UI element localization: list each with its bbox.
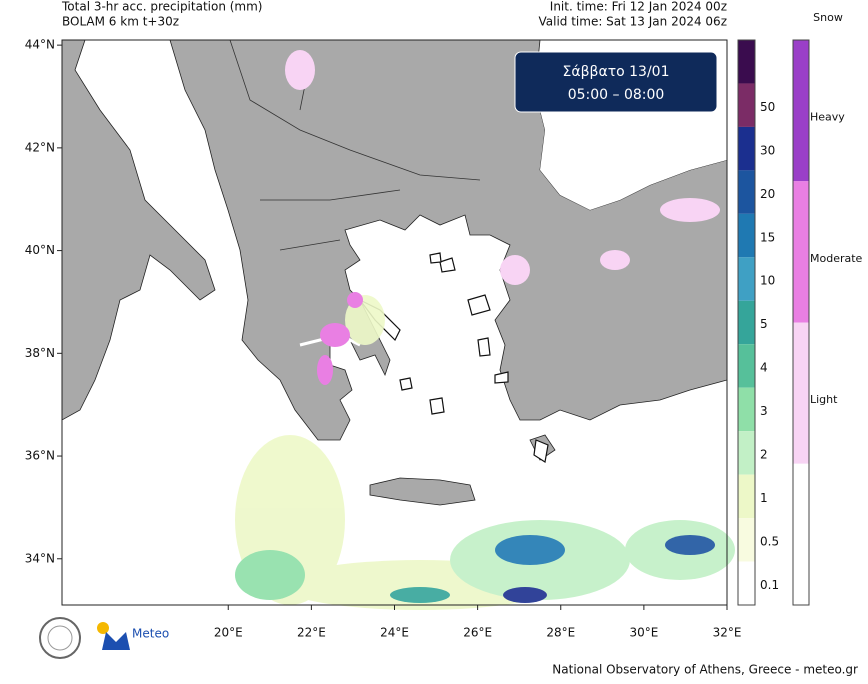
lon-label: 32°E [713,626,742,640]
lon-label: 20°E [214,626,243,640]
colorbar-label: 20 [760,187,775,201]
lon-label: 28°E [546,626,575,640]
lesbos [467,294,491,316]
rhodes [533,439,549,463]
cyclades [399,377,413,391]
colorbar-frame [737,39,756,606]
snow-label: Moderate [810,252,863,265]
snow-label: Heavy [810,111,845,124]
lat-label: 42°N [25,140,55,154]
time-box [514,51,718,113]
colorbar-label: 0.5 [760,534,779,548]
precip-area [235,550,305,600]
precip-area [390,587,450,603]
precipitation [235,295,735,610]
lat-label: 44°N [25,38,55,52]
colorbar-label: 30 [760,143,775,157]
colorbar-top [738,40,755,84]
borders [229,39,481,251]
snow-area [500,255,530,285]
precip-area [495,535,565,565]
lon-label: 24°E [380,626,409,640]
snow-area [600,250,630,270]
lat-label: 38°N [25,346,55,360]
lat-label: 40°N [25,243,55,257]
snow-area [285,50,315,90]
snow-swatch [793,322,809,464]
colorbar-label: 0.1 [760,578,779,592]
colorbar-swatch [738,170,755,214]
credit: National Observatory of Athens, Greece -… [552,663,858,677]
lat-label: 34°N [25,551,55,565]
colorbar-swatch [738,518,755,562]
snow-label: Light [810,393,838,406]
meteo-logo-text: Meteo [132,627,169,641]
colorbar-label: 5 [760,317,768,331]
colorbar-swatch [738,344,755,388]
lon-label: 30°E [629,626,658,640]
colorbar-swatch [738,300,755,345]
precip-area [665,535,715,555]
lon-label: 26°E [463,626,492,640]
colorbar-swatch [738,474,755,519]
snow-title: Snow [813,11,843,24]
crete [369,477,476,506]
meteo-logo-mark [102,632,130,650]
snow-area [317,355,333,385]
lon-label: 22°E [297,626,326,640]
samos [494,371,509,384]
colorbar-label: 50 [760,100,775,114]
thasos [429,252,442,264]
colorbar-swatch [738,257,755,301]
snow-swatch [793,463,809,605]
time-box-hours: 05:00 – 08:00 [568,87,665,103]
colorbar-label: 10 [760,274,775,288]
time-box-day: Σάββατο 13/01 [563,64,670,80]
precip-area [503,587,547,603]
snow-area [660,198,720,222]
map [61,39,735,610]
seal-logo-inner [47,625,73,651]
snow-swatch [793,40,809,182]
lemnos [439,257,456,273]
meteo-logo-sun [97,622,109,634]
colorbar-swatch [738,561,755,605]
lat-label: 36°N [25,449,55,463]
naxos [429,397,445,415]
title: Total 3-hr acc. precipitation (mm) [61,0,263,14]
colorbar-swatch [738,431,755,475]
snow-frame [792,39,810,606]
seal-logo [39,617,81,659]
init-time: Init. time: Fri 12 Jan 2024 00z [550,0,727,14]
colorbar-swatch [738,213,755,258]
chios [477,337,491,357]
snow-area [320,323,350,347]
colorbar-label: 15 [760,230,775,244]
snow-swatch [793,181,809,323]
snow-area [347,292,363,308]
snow [285,50,720,385]
italy [61,39,216,421]
colorbar-swatch [738,83,755,127]
model: BOLAM 6 km t+30z [62,15,179,29]
colorbar-label: 4 [760,361,768,375]
colorbar-label: 1 [760,491,768,505]
valid-time: Valid time: Sat 13 Jan 2024 06z [538,15,727,29]
colorbar-swatch [738,126,755,171]
colorbar-label: 3 [760,404,768,418]
colorbar-swatch [738,387,755,432]
colorbar-label: 2 [760,448,768,462]
